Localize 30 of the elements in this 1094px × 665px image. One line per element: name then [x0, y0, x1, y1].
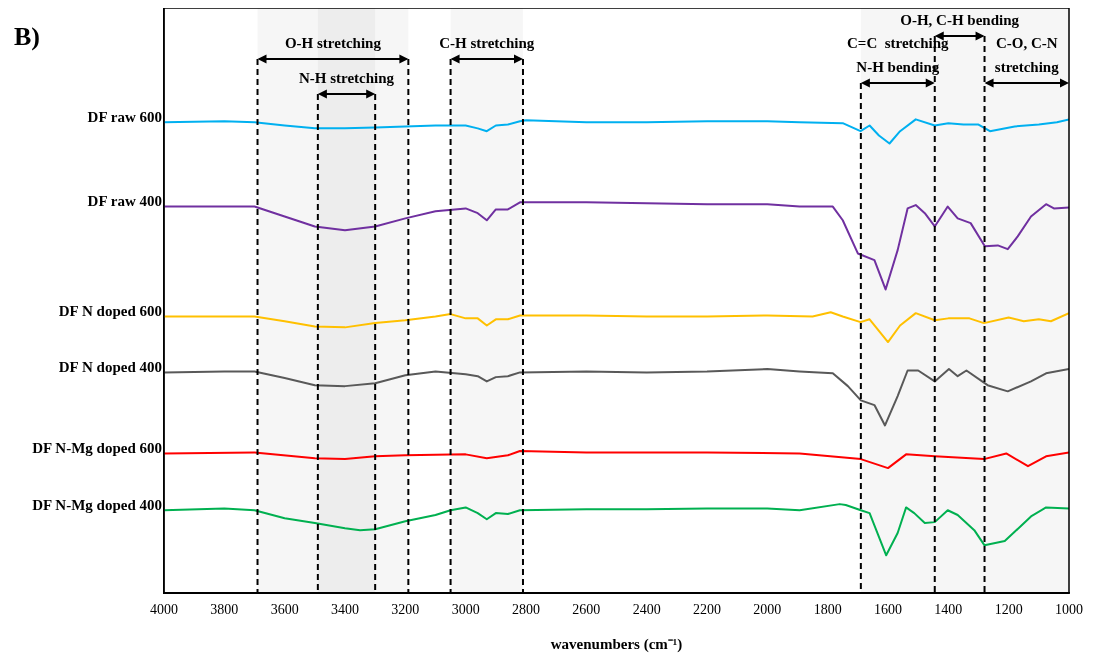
- x-tick-label: 2800: [512, 602, 540, 618]
- x-tick-label: 1800: [813, 602, 842, 618]
- x-tick-label: 3200: [391, 602, 420, 618]
- band-label: O-H stretching: [284, 34, 382, 51]
- series-label: DF N-Mg doped 600: [32, 440, 162, 457]
- series-label: DF raw 600: [87, 109, 162, 126]
- x-tick-label: 1400: [934, 602, 963, 618]
- x-axis-title: wavenumbers (cm⁻¹): [550, 635, 683, 653]
- band-label: C-H stretching: [439, 34, 535, 51]
- x-tick-label: 3600: [270, 602, 299, 618]
- series-label: DF raw 400: [87, 193, 162, 210]
- band-label: N-H stretching: [298, 69, 395, 86]
- x-tick-label: 4000: [150, 602, 178, 618]
- x-tick-label: 2000: [753, 602, 782, 618]
- x-tick-label: 2200: [693, 602, 721, 618]
- x-tick-label: 1600: [874, 602, 902, 618]
- series-label: DF N doped 600: [58, 303, 162, 320]
- x-tick-label: 1200: [994, 602, 1023, 618]
- band-label: C=C stretching N-H bending: [847, 34, 950, 75]
- x-tick-label: 2600: [572, 602, 601, 618]
- text: B): [14, 21, 40, 51]
- x-tick-label: 3000: [451, 602, 480, 618]
- x-tick-label: 3400: [331, 602, 359, 618]
- x-tick-label: 2400: [632, 602, 661, 618]
- band-label: C-O, C-N stretching: [994, 34, 1060, 75]
- band-label: O-H, C-H bending: [900, 11, 1020, 28]
- x-tick-label: 1000: [1055, 602, 1083, 618]
- series-label: DF N doped 400: [58, 359, 162, 376]
- x-tick-label: 3800: [210, 602, 239, 618]
- series-label: DF N-Mg doped 400: [32, 497, 162, 514]
